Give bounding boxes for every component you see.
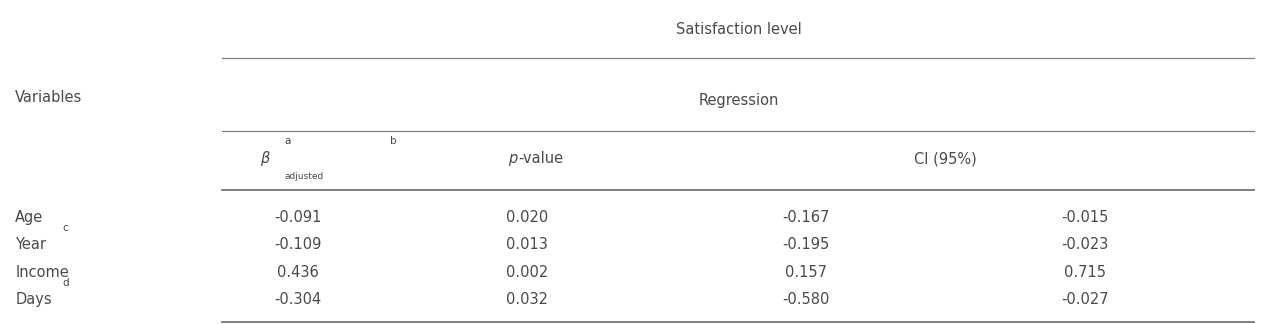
Text: -0.580: -0.580 xyxy=(782,292,830,307)
Text: a: a xyxy=(284,136,291,146)
Text: Income: Income xyxy=(15,265,69,280)
Text: -0.195: -0.195 xyxy=(782,237,830,252)
Text: -0.027: -0.027 xyxy=(1061,292,1109,307)
Text: -0.304: -0.304 xyxy=(274,292,322,307)
Text: c: c xyxy=(62,223,67,233)
Text: CI (95%): CI (95%) xyxy=(914,151,977,166)
Text: -0.109: -0.109 xyxy=(274,237,322,252)
Text: adjusted: adjusted xyxy=(284,172,324,181)
Text: -0.023: -0.023 xyxy=(1061,237,1109,252)
Text: 0.002: 0.002 xyxy=(505,265,548,280)
Text: Satisfaction level: Satisfaction level xyxy=(675,22,802,37)
Text: 0.436: 0.436 xyxy=(278,265,319,280)
Text: Age: Age xyxy=(15,210,43,225)
Text: $\beta$: $\beta$ xyxy=(260,149,272,168)
Text: -value: -value xyxy=(518,151,563,166)
Text: Year: Year xyxy=(15,237,46,252)
Text: Variables: Variables xyxy=(15,90,82,105)
Text: -0.091: -0.091 xyxy=(274,210,322,225)
Text: p: p xyxy=(509,151,518,166)
Text: -0.015: -0.015 xyxy=(1061,210,1109,225)
Text: 0.013: 0.013 xyxy=(506,237,547,252)
Text: b: b xyxy=(390,136,396,146)
Text: 0.157: 0.157 xyxy=(784,265,827,280)
Text: 0.715: 0.715 xyxy=(1063,265,1107,280)
Text: 0.032: 0.032 xyxy=(505,292,548,307)
Text: -0.167: -0.167 xyxy=(782,210,830,225)
Text: Days: Days xyxy=(15,292,52,307)
Text: d: d xyxy=(62,278,69,288)
Text: Regression: Regression xyxy=(698,93,779,108)
Text: 0.020: 0.020 xyxy=(505,210,548,225)
